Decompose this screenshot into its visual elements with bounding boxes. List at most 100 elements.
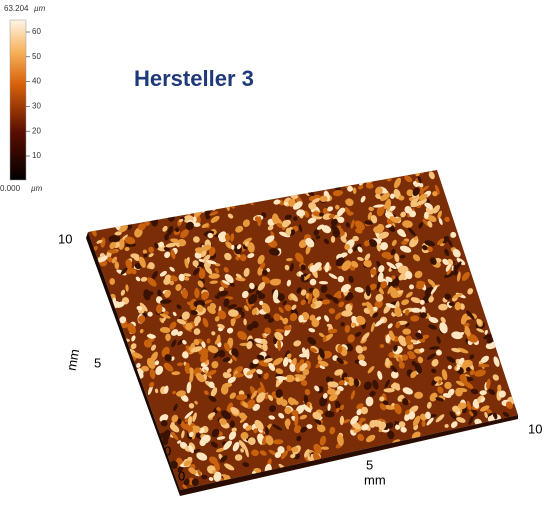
- surface-blob: [387, 285, 394, 295]
- surface-blob: [231, 355, 237, 362]
- surface-blob: [447, 258, 454, 266]
- surface-blob: [439, 322, 448, 334]
- surface-blob: [272, 424, 283, 431]
- surface-blob: [410, 307, 422, 313]
- surface-blob: [222, 372, 229, 379]
- surface-blob: [309, 264, 319, 273]
- surface-blob: [238, 412, 247, 420]
- surface-blob: [399, 245, 412, 253]
- surface-blob: [486, 378, 491, 390]
- surface-blob: [402, 387, 413, 395]
- surface-blob: [356, 256, 364, 261]
- surface-blob: [363, 240, 370, 247]
- surface-blob: [242, 462, 250, 468]
- surface-blob: [282, 357, 289, 367]
- surface-blob: [235, 273, 242, 279]
- surface-blob: [193, 315, 202, 325]
- surface-blob: [426, 401, 432, 409]
- surface-blob: [364, 253, 371, 261]
- surface-blob: [147, 277, 157, 287]
- surface-blob: [224, 463, 235, 471]
- surface-blob: [300, 289, 307, 296]
- surface-blob: [458, 331, 465, 336]
- surface-blob: [415, 332, 423, 340]
- surface-blob: [157, 289, 162, 298]
- surface-blob: [296, 435, 302, 442]
- surface-blob: [444, 293, 452, 300]
- surface-blob: [463, 359, 473, 368]
- surface-blob: [293, 340, 302, 347]
- surface-blob: [210, 441, 218, 448]
- colorbar-tick-label: 60: [32, 27, 41, 36]
- surface-blob: [208, 477, 214, 481]
- surface-blob: [111, 256, 118, 264]
- surface-blob: [119, 224, 128, 233]
- surface-blob: [214, 338, 221, 345]
- surface-blob: [409, 210, 417, 218]
- surface-blob: [124, 236, 136, 245]
- surface-blob: [370, 268, 377, 276]
- surface-blob: [429, 257, 437, 265]
- surface-blob: [325, 177, 331, 182]
- surface-blob: [268, 415, 276, 420]
- surface-blob: [261, 302, 271, 314]
- surface-blob: [286, 353, 292, 359]
- surface-blob: [151, 270, 158, 281]
- surface-blob: [341, 310, 353, 317]
- surface-blob: [353, 378, 360, 387]
- surface-blob: [285, 227, 292, 236]
- surface-blob: [476, 328, 485, 333]
- surface-blob: [243, 318, 247, 326]
- surface-blob: [197, 469, 202, 477]
- surface-base: [88, 170, 518, 490]
- surface-blob: [201, 341, 206, 349]
- surface-blob: [291, 446, 299, 453]
- y-tick-label: 5: [94, 355, 101, 370]
- surface-blob: [337, 344, 343, 353]
- surface-blob: [480, 405, 490, 412]
- surface-blob: [161, 317, 166, 323]
- surface-blob: [139, 328, 144, 334]
- surface-blob: [272, 289, 279, 301]
- surface-blob: [192, 260, 199, 267]
- surface-blob: [265, 426, 269, 435]
- surface-blob: [220, 455, 228, 463]
- surface-blob: [400, 211, 406, 218]
- surface-blob: [208, 381, 215, 389]
- surface-blob: [419, 312, 427, 319]
- surface-blob: [431, 368, 437, 374]
- surface-blob: [335, 172, 347, 180]
- surface-blob: [259, 300, 264, 306]
- surface-blob: [438, 303, 448, 311]
- surface-blob: [202, 317, 209, 328]
- surface-blob: [354, 332, 360, 337]
- surface-blob: [456, 417, 466, 423]
- surface-blob: [291, 398, 298, 405]
- surface-blob: [395, 322, 401, 329]
- surface-blob: [177, 238, 187, 247]
- surface-blob: [187, 416, 193, 426]
- surface-blob: [296, 209, 306, 217]
- surface-blob: [365, 301, 374, 312]
- surface-blob: [466, 310, 475, 320]
- surface-blob: [300, 299, 306, 306]
- surface-blob: [131, 352, 143, 359]
- surface-blob: [291, 409, 299, 417]
- surface-blob: [275, 368, 284, 375]
- surface-blob: [418, 338, 426, 343]
- surface-blob: [337, 216, 345, 224]
- surface-blob: [177, 440, 182, 444]
- surface-blob: [390, 275, 396, 280]
- surface-blob: [226, 368, 232, 373]
- surface-blob: [245, 298, 252, 310]
- surface-blob: [437, 210, 442, 219]
- surface-blob: [466, 400, 472, 411]
- surface-blob: [290, 453, 296, 459]
- surface-blob: [226, 327, 234, 334]
- surface-blob: [263, 372, 269, 380]
- surface-blob: [348, 275, 354, 283]
- surface-blob: [277, 339, 282, 352]
- surface-blob: [172, 390, 177, 395]
- surface-blob: [139, 302, 148, 312]
- surface-blob: [289, 363, 296, 373]
